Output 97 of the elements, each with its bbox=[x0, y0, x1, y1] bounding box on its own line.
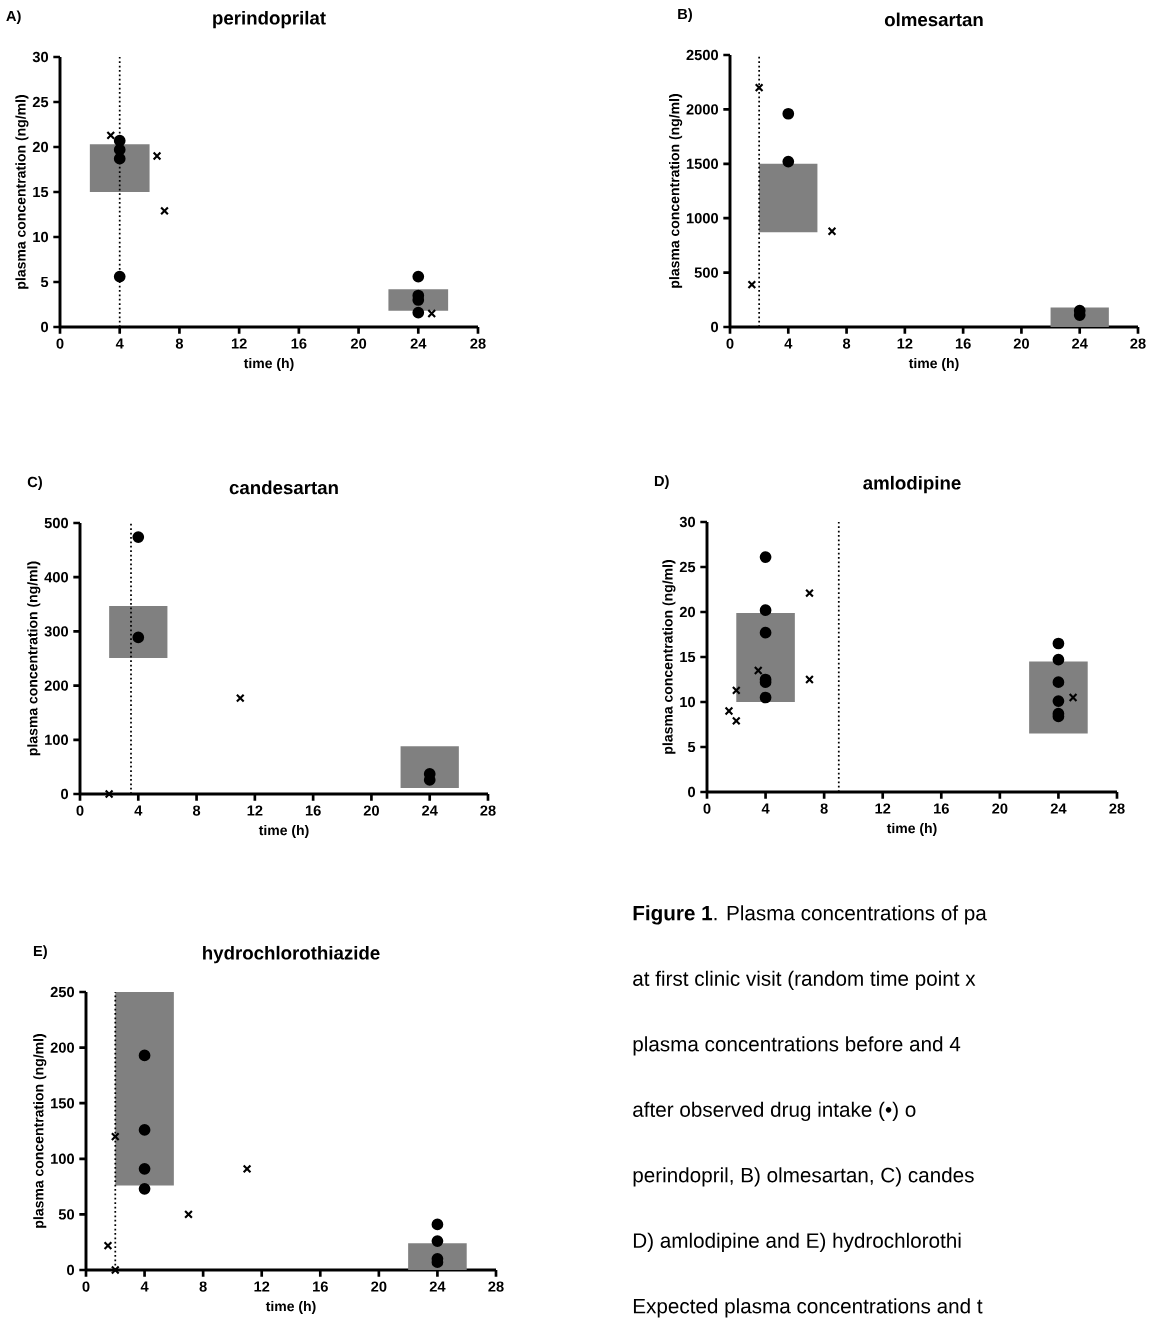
y-tick-label: 5 bbox=[687, 741, 696, 753]
text: Figure 1. Plasma concentrations of pa bbox=[633, 905, 987, 925]
x-tick-label: 28 bbox=[470, 338, 486, 349]
y-tick-label: 15 bbox=[680, 651, 696, 663]
x-tick-label: 24 bbox=[410, 338, 427, 349]
text: A) bbox=[6, 10, 21, 25]
y-tick-label: 20 bbox=[32, 141, 49, 153]
x-tick-label: 0 bbox=[76, 805, 84, 816]
y-tick-label: 0 bbox=[61, 788, 69, 800]
x-tick-label: 24 bbox=[1050, 803, 1067, 814]
x-tick-label: 16 bbox=[291, 338, 307, 349]
y-tick-label: 300 bbox=[44, 626, 69, 637]
y-axis-title: plasma concentration (ng/ml) bbox=[662, 560, 676, 754]
y-tick-label: 1000 bbox=[686, 213, 719, 224]
y-tick-label: 100 bbox=[45, 734, 69, 745]
x-tick-label: 16 bbox=[934, 803, 949, 814]
y-tick-label: 15 bbox=[33, 186, 49, 198]
y-tick-label: 500 bbox=[694, 267, 719, 278]
x-axis-title: time (h) bbox=[886, 822, 937, 836]
x-tick-label: 8 bbox=[842, 338, 851, 349]
text: plasma concentrations before and 4 bbox=[633, 1036, 961, 1056]
y-tick-label: 0 bbox=[67, 1264, 75, 1276]
y-tick-label: 1500 bbox=[686, 158, 719, 169]
x-tick-label: 20 bbox=[350, 338, 367, 349]
y-tick-label: 100 bbox=[51, 1153, 75, 1164]
y-tick-label: 2000 bbox=[686, 104, 719, 115]
x-axis-title: time (h) bbox=[258, 824, 309, 838]
y-tick-label: 30 bbox=[32, 51, 49, 63]
y-tick-label: 200 bbox=[44, 680, 69, 691]
x-tick-label: 0 bbox=[726, 338, 734, 349]
x-tick-label: 24 bbox=[422, 805, 438, 816]
text: after observed drug intake (•) o bbox=[633, 1101, 916, 1122]
x-tick-label: 20 bbox=[992, 803, 1008, 814]
x-tick-label: 8 bbox=[175, 338, 184, 349]
y-tick-label: 500 bbox=[44, 517, 69, 529]
y-axis-title: plasma concentration (ng/ml) bbox=[669, 94, 683, 288]
y-tick-label: 50 bbox=[58, 1209, 75, 1220]
y-tick-label: 0 bbox=[711, 321, 719, 333]
text: C) bbox=[27, 476, 42, 491]
chart-title: olmesartan bbox=[884, 12, 983, 27]
x-tick-label: 8 bbox=[199, 1281, 207, 1292]
y-tick-label: 10 bbox=[33, 231, 49, 243]
x-tick-label: 16 bbox=[313, 1281, 328, 1292]
y-tick-label: 5 bbox=[40, 276, 49, 288]
x-tick-label: 12 bbox=[231, 338, 247, 349]
x-tick-label: 20 bbox=[363, 805, 379, 816]
chart-title: hydrochlorothiazide bbox=[203, 945, 380, 964]
y-tick-label: 25 bbox=[32, 96, 49, 108]
chart-title: candesartan bbox=[229, 480, 338, 495]
y-axis-title: plasma concentration (ng/ml) bbox=[15, 95, 29, 289]
text: perindopril, B) olmesartan, C) candes bbox=[633, 1167, 974, 1187]
x-tick-label: 28 bbox=[1109, 803, 1125, 814]
y-tick-label: 10 bbox=[680, 696, 696, 708]
x-tick-label: 12 bbox=[875, 803, 891, 814]
x-tick-label: 16 bbox=[305, 805, 321, 816]
text: B) bbox=[678, 8, 692, 23]
y-tick-label: 150 bbox=[51, 1098, 75, 1109]
x-axis-title: time (h) bbox=[243, 357, 294, 371]
x-axis-title: time (h) bbox=[265, 1300, 316, 1314]
y-tick-label: 30 bbox=[679, 516, 696, 528]
chart-title: perindoprilat bbox=[213, 10, 326, 29]
y-tick-label: 250 bbox=[50, 986, 75, 998]
y-tick-label: 400 bbox=[44, 572, 69, 583]
text: D) bbox=[654, 475, 669, 490]
x-tick-label: 20 bbox=[371, 1281, 387, 1292]
x-tick-label: 4 bbox=[140, 1281, 149, 1292]
y-tick-label: 0 bbox=[688, 786, 696, 798]
text: D) amlodipine and E) hydrochlorothi bbox=[633, 1232, 961, 1253]
x-tick-label: 12 bbox=[247, 805, 263, 816]
y-axis-title: plasma concentration (ng/ml) bbox=[33, 1034, 47, 1228]
x-tick-label: 16 bbox=[955, 338, 971, 349]
x-tick-label: 0 bbox=[82, 1281, 90, 1292]
text: Expected plasma concentrations and t bbox=[633, 1298, 983, 1318]
x-tick-label: 12 bbox=[254, 1281, 270, 1292]
x-axis-title: time (h) bbox=[908, 357, 959, 371]
y-tick-label: 2500 bbox=[686, 49, 719, 61]
text: at first clinic visit (random time point x bbox=[633, 970, 976, 991]
x-tick-label: 8 bbox=[192, 805, 201, 816]
x-tick-label: 4 bbox=[115, 338, 124, 349]
x-tick-label: 4 bbox=[784, 338, 793, 349]
x-tick-label: 28 bbox=[480, 805, 496, 816]
x-tick-label: 24 bbox=[429, 1281, 446, 1292]
chart-title: amlodipine bbox=[863, 475, 961, 494]
x-tick-label: 28 bbox=[488, 1281, 504, 1292]
x-tick-label: 24 bbox=[1072, 338, 1088, 349]
x-tick-label: 4 bbox=[134, 805, 143, 816]
x-tick-label: 12 bbox=[897, 338, 913, 349]
x-tick-label: 8 bbox=[820, 803, 828, 814]
y-axis-title: plasma concentration (ng/ml) bbox=[27, 561, 41, 756]
y-tick-label: 20 bbox=[679, 606, 696, 618]
y-tick-label: 0 bbox=[41, 321, 49, 333]
y-tick-label: 200 bbox=[50, 1042, 75, 1053]
x-tick-label: 20 bbox=[1013, 338, 1029, 349]
x-tick-label: 4 bbox=[761, 803, 770, 814]
x-tick-label: 28 bbox=[1130, 338, 1146, 349]
y-tick-label: 25 bbox=[679, 561, 696, 573]
text: E) bbox=[33, 945, 47, 960]
